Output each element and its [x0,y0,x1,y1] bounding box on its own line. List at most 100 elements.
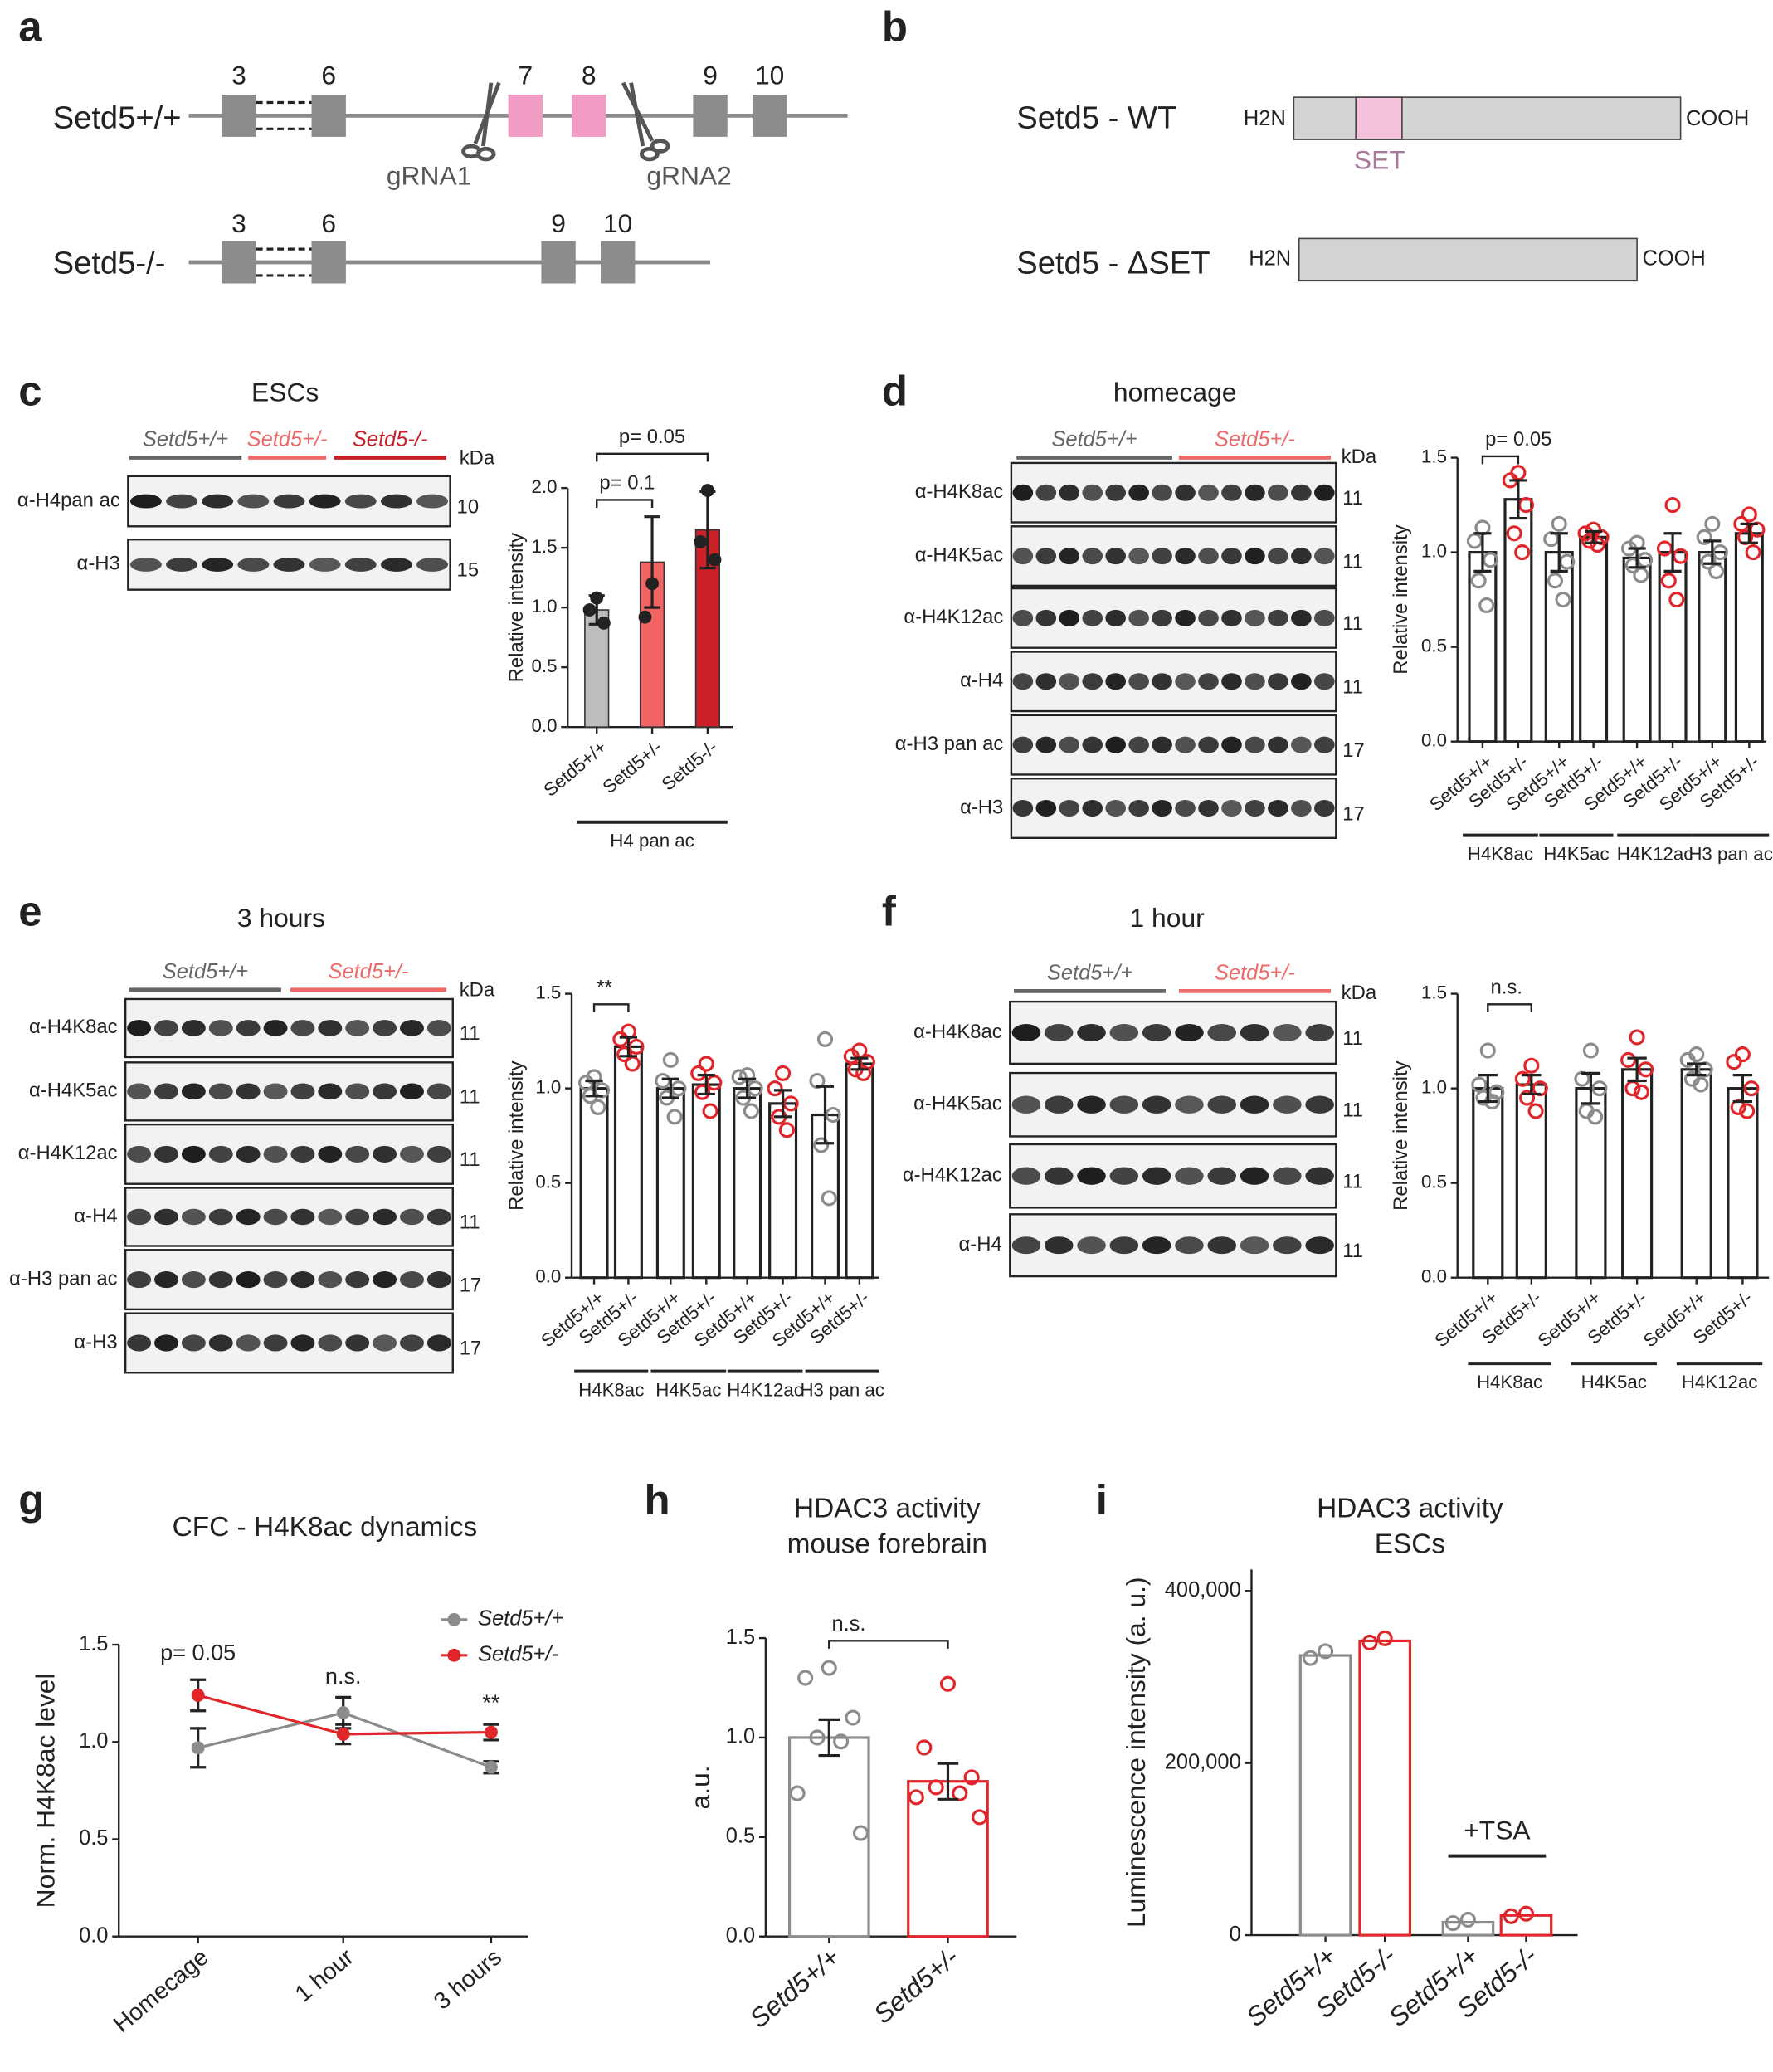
blot-band [373,1145,397,1163]
blot-band [1221,484,1242,501]
data-point [1551,515,1567,532]
blot-band [127,1334,152,1352]
group-label: H4K8ac [1468,843,1533,864]
blot-band [1128,609,1149,626]
group-label: H4K5ac [1543,843,1609,864]
blot-title: ESCs [251,378,319,407]
blot-band [1128,673,1149,690]
data-point [1503,1908,1519,1924]
blot-band [399,1020,424,1036]
blot-band [1077,1024,1106,1041]
data-point [1519,1090,1536,1106]
data-point [1743,1080,1760,1097]
panel-label: f [882,888,897,935]
error-bar [1550,532,1568,573]
data-point [655,1072,671,1090]
blot-band [345,1020,370,1036]
data-point [1587,1109,1604,1125]
blot-band [345,1083,370,1100]
data-point [1523,1057,1540,1074]
allele-label: Setd5-/- [53,245,166,280]
bar [1621,1068,1654,1280]
antibody-label: α-H4K8ac [915,480,1004,503]
data-point [809,1729,826,1746]
data-point [1693,1076,1709,1093]
y-tick-label: 0 [1230,1923,1241,1946]
error-bar [1478,1074,1498,1104]
data-point [1700,553,1717,570]
exon-label: 7 [518,61,533,90]
blot-band [318,1020,343,1036]
blot-band [1198,673,1219,690]
genotype-label: Setd5+/- [329,960,409,983]
blot-band [1082,548,1103,565]
blot-band [1291,673,1312,690]
annotation: p= 0.05 [1485,428,1551,451]
data-point [1582,1042,1599,1059]
error-bar [1740,522,1758,544]
blot-band [1291,799,1312,817]
data-point [612,1031,629,1047]
data-point [1629,1029,1645,1046]
blot-band [1198,736,1219,753]
antibody-label: α-H3 [74,1331,117,1353]
genotype-label: Setd5+/+ [143,428,228,451]
error-bar [644,515,660,609]
exon-label: 10 [755,61,784,90]
blot-band [208,1083,233,1100]
blot-row [127,539,451,591]
data-point [1527,1103,1544,1119]
blot-band [1268,548,1288,565]
blot-band [1245,609,1265,626]
blot-row [1010,461,1337,524]
antibody-label: α-H4 [74,1205,117,1227]
c-term: COOH [1686,107,1749,130]
y-axis-label: Relative intensity [505,533,528,682]
antibody-label: α-H4K8ac [913,1021,1002,1043]
blot-band [380,494,412,509]
error-bar [585,1079,603,1098]
blot-band [263,1145,288,1163]
annotation: n.s. [831,1612,865,1636]
antibody-label: α-H3 pan ac [9,1267,118,1290]
chart-title: CFC - H4K8ac dynamics [173,1512,478,1543]
blot-band [1142,1024,1171,1041]
antibody-label: α-H4K12ac [18,1142,118,1164]
blot-band [1314,609,1335,626]
error-bar [1687,1062,1707,1077]
data-point [1361,1634,1378,1651]
kda-header: kDa [460,979,495,1002]
blot-band [290,1271,315,1289]
blot-band [181,1208,206,1226]
kda-label: 11 [1342,1240,1363,1262]
blot-band [1305,1024,1334,1041]
bar [579,1087,609,1280]
series-point [484,1760,498,1774]
data-point [972,1809,988,1826]
blot-band [1305,1095,1334,1114]
kda-label: 11 [460,1148,480,1171]
data-point [1591,1080,1608,1097]
blot-band [1011,1095,1041,1114]
exon-label: 8 [582,61,597,90]
blot-band [399,1271,424,1289]
blot-band [1221,548,1242,565]
blot-band [1035,548,1057,565]
blot-band [1109,1167,1139,1185]
blot-row [124,1249,454,1311]
c-term: COOH [1642,247,1705,271]
y-axis-label: Relative intensity [1390,1060,1412,1210]
y-tick-label: 1.0 [726,1725,755,1748]
blot-band [1175,1236,1204,1255]
blot-band [1240,1095,1269,1114]
blot-title: homecage [1113,378,1237,407]
annotation: p= 0.1 [599,472,655,495]
kda-label: 17 [1342,802,1365,825]
error-bar [1473,532,1492,573]
protein-label: Setd5 - WT [1016,100,1176,135]
blot-band [373,1271,397,1289]
blot-band [236,1271,261,1289]
x-tick-label: Setd5+/- [868,1942,964,2029]
bracket [1487,1003,1533,1012]
blot-band [290,1334,315,1352]
